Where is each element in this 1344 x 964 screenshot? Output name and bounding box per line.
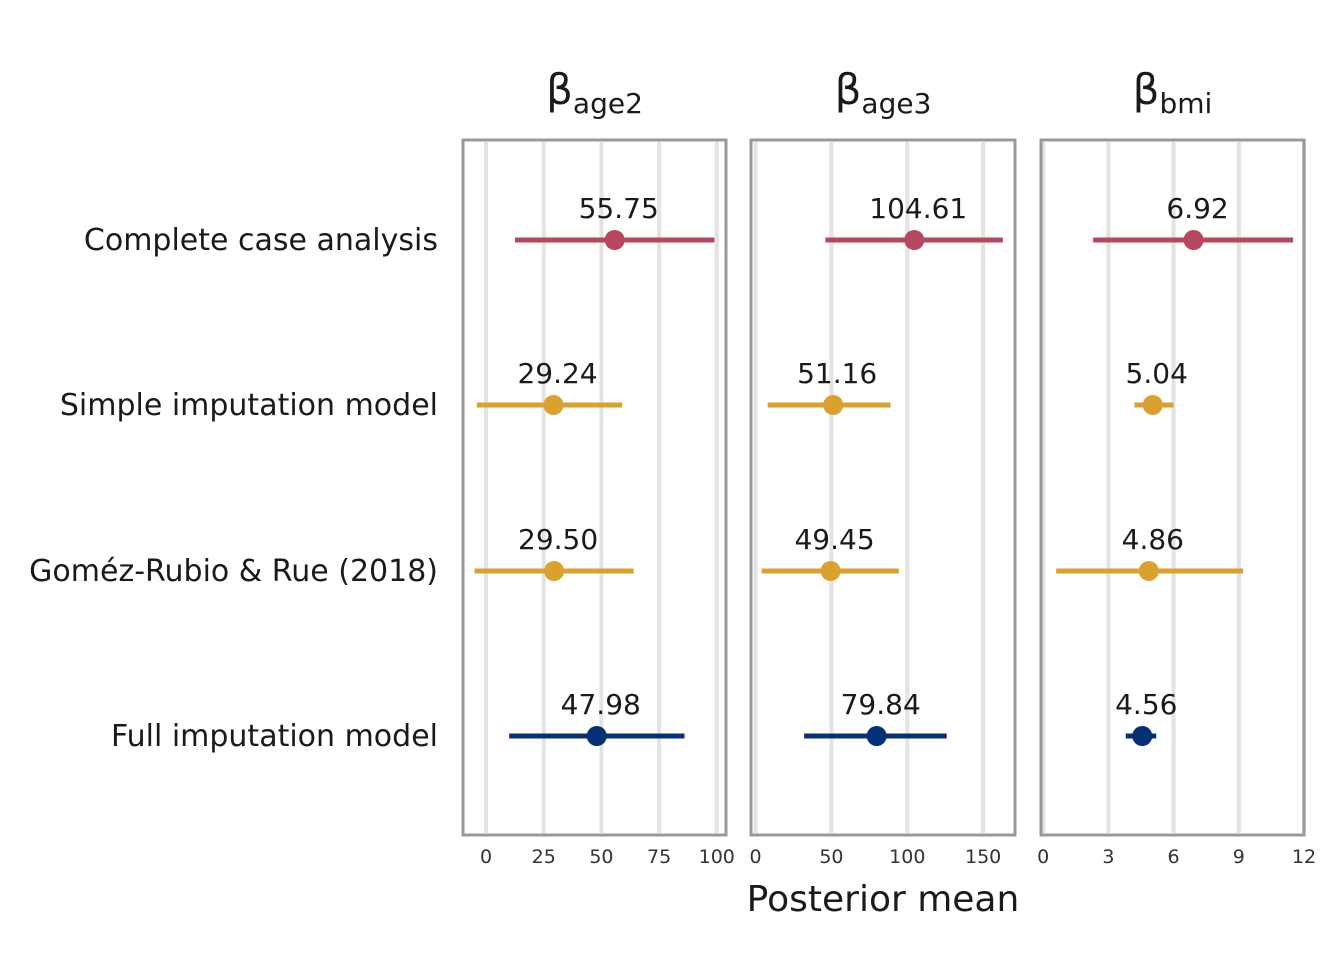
x-tick-label: 100 bbox=[889, 846, 925, 868]
facet-title-subscript: age2 bbox=[573, 87, 643, 120]
posterior-mean-point bbox=[1142, 395, 1163, 415]
facet-panel-age2: βage2 0 25 50 75 100 55.75 29.24 29.50 47.98 bbox=[461, 65, 735, 868]
facet-title-symbol: β bbox=[546, 65, 573, 114]
facet-title-symbol: β bbox=[1133, 65, 1160, 114]
x-tick-label: 50 bbox=[589, 846, 613, 868]
posterior-mean-point bbox=[1183, 230, 1204, 250]
row-label: Complete case analysis bbox=[84, 223, 438, 258]
row-label: Full imputation model bbox=[111, 719, 438, 754]
x-tick-label: 12 bbox=[1292, 846, 1316, 868]
posterior-mean-point bbox=[823, 395, 844, 415]
value-label: 49.45 bbox=[794, 523, 874, 556]
x-tick-label: 75 bbox=[647, 846, 671, 868]
value-label: 4.56 bbox=[1115, 688, 1177, 721]
facet-title: βbmi bbox=[1133, 65, 1213, 120]
posterior-mean-point bbox=[1138, 561, 1159, 581]
panel-border bbox=[749, 138, 1017, 837]
x-tick-label: 50 bbox=[819, 846, 843, 868]
value-label: 47.98 bbox=[561, 688, 641, 721]
posterior-mean-point bbox=[604, 230, 625, 250]
x-tick-label: 0 bbox=[480, 846, 492, 868]
value-label: 79.84 bbox=[841, 688, 921, 721]
facet-title: βage2 bbox=[546, 65, 643, 120]
posterior-mean-point bbox=[820, 561, 841, 581]
value-label: 29.50 bbox=[518, 523, 598, 556]
x-tick-label: 9 bbox=[1233, 846, 1245, 868]
x-tick-label: 25 bbox=[532, 846, 556, 868]
facet-title-subscript: age3 bbox=[861, 87, 931, 120]
panel-border bbox=[461, 138, 728, 837]
value-label: 51.16 bbox=[797, 357, 877, 390]
facet-title-subscript: bmi bbox=[1159, 87, 1212, 120]
posterior-mean-point bbox=[544, 561, 565, 581]
facet-title: βage3 bbox=[835, 65, 932, 120]
posterior-mean-point bbox=[586, 726, 607, 746]
value-label: 104.61 bbox=[869, 192, 967, 225]
facet-panel-bmi: βbmi 0 3 6 9 12 6.92 5.04 4.86 4.56 bbox=[1037, 65, 1316, 868]
posterior-mean-point bbox=[904, 230, 925, 250]
x-tick-label: 100 bbox=[699, 846, 735, 868]
facet-title-symbol: β bbox=[835, 65, 862, 114]
posterior-mean-point bbox=[543, 395, 564, 415]
value-label: 6.92 bbox=[1166, 192, 1228, 225]
x-tick-label: 0 bbox=[750, 846, 762, 868]
value-label: 4.86 bbox=[1122, 523, 1184, 556]
posterior-mean-point bbox=[1132, 726, 1153, 746]
row-label: Simple imputation model bbox=[60, 388, 438, 423]
value-label: 55.75 bbox=[579, 192, 659, 225]
x-axis-title: Posterior mean bbox=[747, 879, 1020, 920]
panel-border bbox=[1039, 138, 1306, 837]
row-label: Goméz-Rubio & Rue (2018) bbox=[29, 554, 438, 589]
posterior-mean-point bbox=[866, 726, 887, 746]
row-labels: Complete case analysis Simple imputation … bbox=[29, 223, 438, 754]
x-tick-label: 3 bbox=[1102, 846, 1114, 868]
x-tick-label: 150 bbox=[965, 846, 1001, 868]
value-label: 29.24 bbox=[517, 357, 597, 390]
x-tick-label: 6 bbox=[1168, 846, 1180, 868]
value-label: 5.04 bbox=[1126, 357, 1188, 390]
facet-panel-age3: βage3 0 50 100 150 104.61 51.16 49.45 79.84 bbox=[749, 65, 1017, 868]
x-tick-label: 0 bbox=[1037, 846, 1049, 868]
